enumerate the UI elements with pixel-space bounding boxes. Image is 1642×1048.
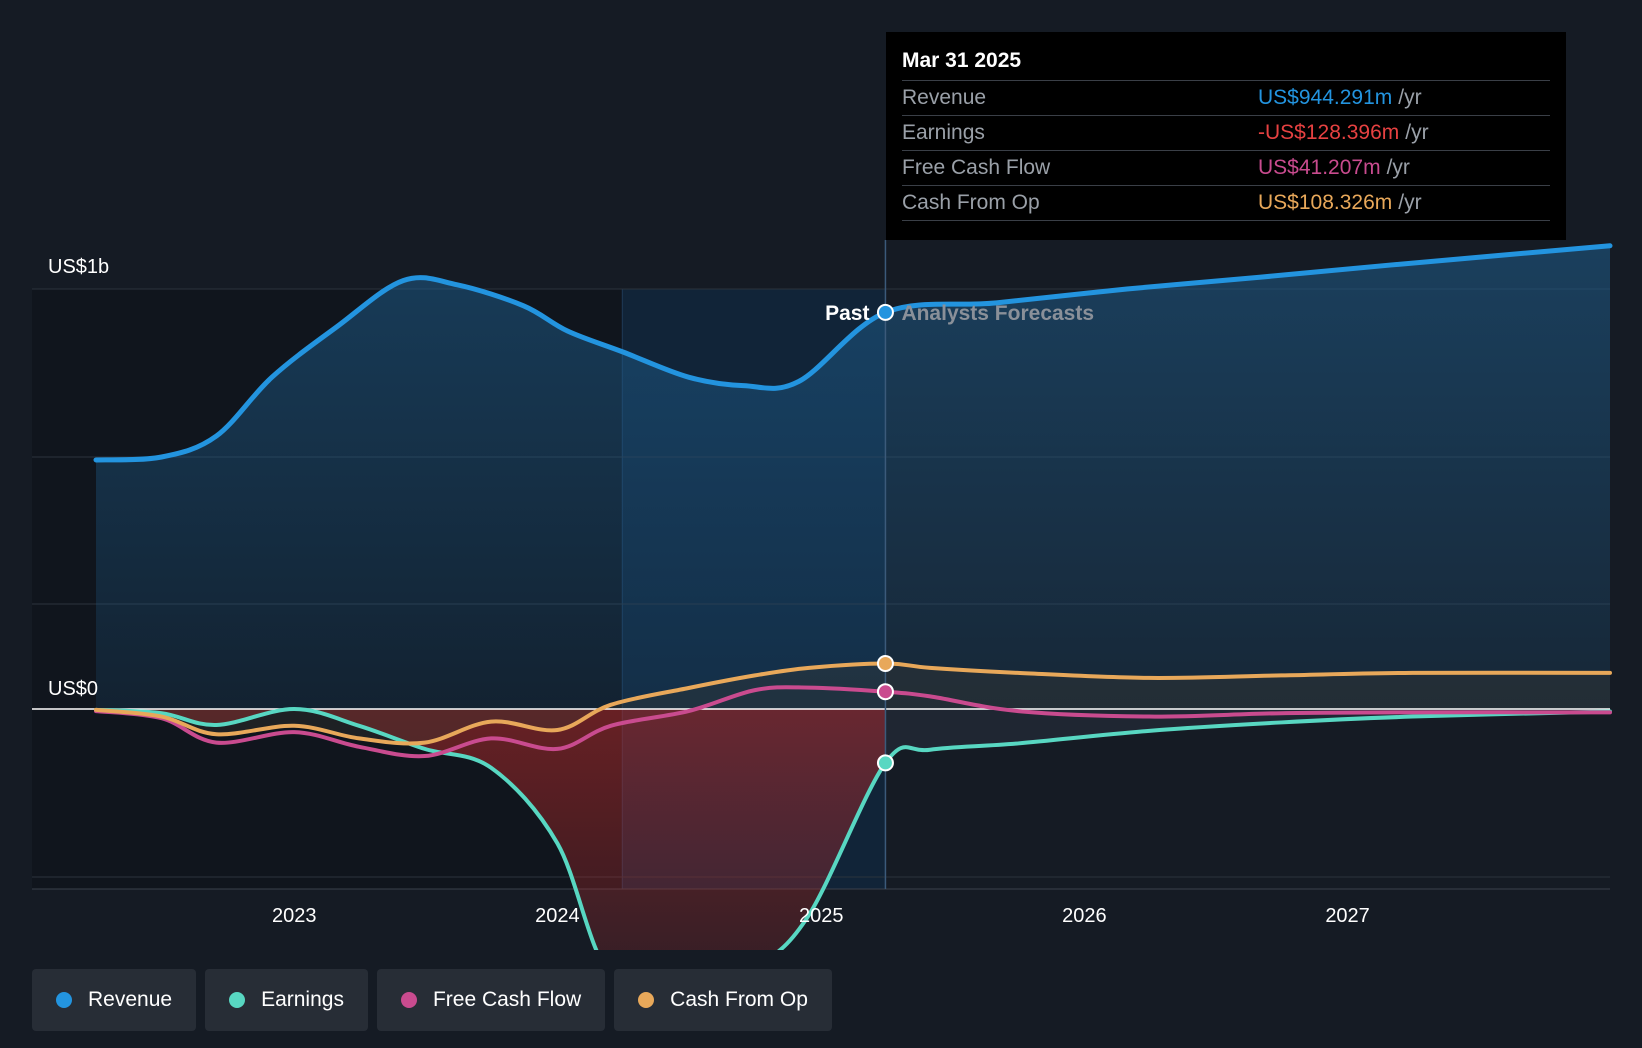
tooltip: Mar 31 2025 Revenue US$944.291m/yr Earni…: [886, 32, 1566, 240]
x-tick-label: 2024: [535, 905, 580, 927]
legend-label: Revenue: [88, 988, 173, 1011]
earnings-line: [94, 706, 1612, 950]
legend: Revenue Earnings Free Cash Flow Cash Fro…: [32, 969, 832, 1031]
past-label: Past: [825, 302, 869, 325]
series-markers: [876, 303, 894, 772]
y-tick-label: US$1b: [48, 256, 109, 278]
tooltip-date: Mar 31 2025: [902, 46, 1550, 81]
tooltip-row-earnings: Earnings -US$128.396m/yr: [902, 116, 1550, 151]
series-lines: [32, 243, 1613, 950]
revenue-area: [96, 245, 1610, 710]
x-axis-labels: 2023 2024 2025 2026 2027: [272, 905, 1370, 927]
legend-dot-icon: [56, 992, 72, 1008]
free-cash-flow-line: [94, 685, 1612, 759]
cash-from-op-marker: [876, 655, 894, 673]
tooltip-value: -US$128.396m/yr: [1258, 121, 1429, 144]
forecast-label: Analysts Forecasts: [901, 302, 1094, 325]
legend-label: Earnings: [261, 988, 344, 1011]
x-tick-label: 2025: [799, 905, 844, 927]
tooltip-label: Earnings: [902, 121, 985, 144]
legend-dot-icon: [638, 992, 655, 1008]
revenue-line: [93, 243, 1613, 463]
tooltip-row-free-cash-flow: Free Cash Flow US$41.207m/yr: [902, 151, 1550, 186]
cash-from-op-line: [94, 661, 1612, 746]
legend-dot-icon: [229, 992, 246, 1008]
legend-item-earnings[interactable]: Earnings: [205, 969, 368, 1031]
tooltip-value: US$108.326m/yr: [1258, 191, 1422, 214]
free-cash-flow-marker: [876, 683, 894, 701]
earnings-marker: [876, 754, 894, 772]
legend-dot-icon: [400, 992, 417, 1008]
legend-item-revenue[interactable]: Revenue: [32, 969, 197, 1031]
tooltip-label: Cash From Op: [902, 191, 1040, 214]
earnings-negative-area: [96, 708, 886, 950]
tooltip-value: US$41.207m/yr: [1258, 156, 1410, 179]
legend-label: Cash From Op: [670, 988, 808, 1011]
legend-item-free-cash-flow[interactable]: Free Cash Flow: [376, 969, 606, 1031]
x-tick-label: 2023: [272, 905, 317, 927]
revenue-marker: [876, 303, 894, 321]
x-tick-label: 2026: [1062, 905, 1107, 927]
y-tick-label: US$0: [48, 678, 98, 700]
legend-label: Free Cash Flow: [432, 988, 582, 1011]
tooltip-label: Free Cash Flow: [902, 156, 1051, 179]
tooltip-label: Revenue: [902, 86, 987, 109]
tooltip-row-revenue: Revenue US$944.291m/yr: [902, 81, 1550, 116]
tooltip-row-cash-from-op: Cash From Op US$108.326m/yr: [902, 186, 1550, 221]
legend-item-cash-from-op[interactable]: Cash From Op: [614, 969, 832, 1031]
tooltip-value: US$944.291m/yr: [1258, 86, 1422, 109]
x-tick-label: 2027: [1325, 905, 1370, 927]
earnings-forecast-area: [885, 709, 1610, 763]
